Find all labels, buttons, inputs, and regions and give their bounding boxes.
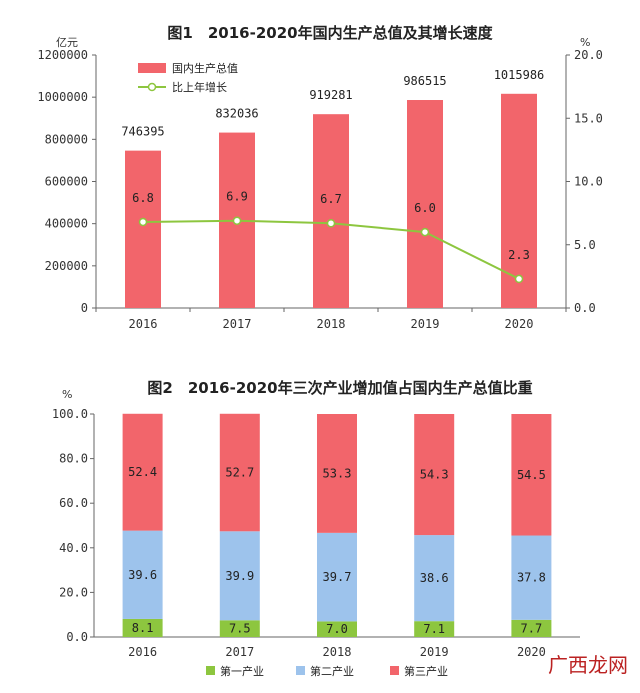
chart1-growth-label: 6.7 <box>320 192 342 206</box>
chart1-x-tick-label: 2018 <box>317 317 346 331</box>
chart1-x-tick-label: 2016 <box>129 317 158 331</box>
chart1-growth-label: 6.8 <box>132 191 154 205</box>
chart2-y-tick-label: 60.0 <box>59 496 88 510</box>
chart1-gdp-bar <box>125 150 161 308</box>
chart1-gdp-bar <box>407 100 443 308</box>
chart2-stack-segment <box>317 621 357 637</box>
chart2-legend-label: 第三产业 <box>404 664 448 678</box>
chart1-growth-point <box>514 274 524 284</box>
chart2-stack-segment <box>122 618 163 637</box>
chart2-segment-label: 37.8 <box>517 571 546 585</box>
chart2-stack-segment <box>317 414 357 533</box>
chart1-right-tick-label: 20.0 <box>574 48 603 62</box>
chart2-stack-segment <box>317 532 357 622</box>
chart2-segment-label: 7.5 <box>229 622 251 636</box>
chart1-left-tick-label: 0 <box>81 301 88 315</box>
chart2-segment-label: 38.6 <box>420 571 449 585</box>
chart2-segment-label: 39.7 <box>323 570 352 584</box>
chart2-stack-segment <box>122 413 163 531</box>
chart1-legend-line-marker <box>147 82 157 92</box>
chart2-stack-segment <box>511 619 552 637</box>
chart1-title: 图1 2016-2020年国内生产总值及其增长速度 <box>167 24 493 42</box>
chart1-growth-label: 2.3 <box>508 248 530 262</box>
chart1-left-tick-label: 1000000 <box>37 90 88 104</box>
chart2-legend-label: 第一产业 <box>220 664 264 678</box>
chart1-right-tick-label: 5.0 <box>574 238 596 252</box>
chart2-y-tick-label: 40.0 <box>59 541 88 555</box>
chart2-stack-segment <box>219 413 260 532</box>
chart1-gdp-bar <box>313 114 349 308</box>
chart1-gdp-bar-label: 746395 <box>121 125 164 139</box>
chart1-x-tick-label: 2020 <box>505 317 534 331</box>
chart1-left-tick-label: 800000 <box>45 132 88 146</box>
chart1-left-tick-label: 200000 <box>45 259 88 273</box>
chart1-right-tick-label: 0.0 <box>574 301 596 315</box>
chart2-y-tick-label: 80.0 <box>59 452 88 466</box>
chart2-stack-segment <box>511 414 552 536</box>
chart2-x-tick-label: 2020 <box>517 645 546 659</box>
chart1-growth-label: 6.0 <box>414 201 436 215</box>
chart1-growth-point <box>326 218 336 228</box>
chart1-legend-bar-swatch <box>138 63 166 73</box>
chart1-gdp-bar-label: 919281 <box>309 88 352 102</box>
chart2-segment-label: 39.9 <box>225 569 254 583</box>
chart2-segment-label: 54.5 <box>517 468 546 482</box>
chart2-segment-label: 52.7 <box>225 466 254 480</box>
chart1-right-unit: % <box>580 36 590 49</box>
chart2-stack-segment <box>511 535 552 620</box>
chart1-gdp-bar-label: 986515 <box>403 74 446 88</box>
chart1-x-tick-label: 2019 <box>411 317 440 331</box>
chart1-right-tick-label: 10.0 <box>574 175 603 189</box>
chart1-left-tick-label: 400000 <box>45 217 88 231</box>
chart1-left-tick-label: 600000 <box>45 175 88 189</box>
chart2-stack-segment <box>219 620 260 637</box>
chart2-y-tick-label: 100.0 <box>52 407 88 421</box>
chart2-legend-swatch <box>390 666 399 675</box>
chart2-segment-label: 54.3 <box>420 468 449 482</box>
watermark-text: 广西龙网 <box>548 653 628 677</box>
chart2-stack-segment <box>414 535 455 622</box>
chart1-legend-line-label: 比上年增长 <box>172 80 227 94</box>
chart1-legend-bar-label: 国内生产总值 <box>172 61 238 75</box>
chart1-growth-point <box>232 216 242 225</box>
chart2-segment-label: 8.1 <box>132 621 154 635</box>
chart2-stack-segment <box>414 414 455 536</box>
chart2-segment-label: 7.1 <box>423 622 445 636</box>
chart2-legend-label: 第二产业 <box>310 664 354 678</box>
chart1-growth-point <box>420 227 430 237</box>
chart1-gdp-bar-label: 832036 <box>215 107 258 121</box>
chart2-stack-segment <box>414 621 455 637</box>
chart2-segment-label: 53.3 <box>323 466 352 480</box>
chart1-x-tick-label: 2017 <box>223 317 252 331</box>
chart2-segment-label: 52.4 <box>128 465 157 479</box>
chart2-y-unit: % <box>62 388 72 401</box>
chart1-growth-label: 6.9 <box>226 190 248 204</box>
chart2-segment-label: 39.6 <box>128 568 157 582</box>
chart2-segment-label: 7.7 <box>521 621 543 635</box>
chart2-x-tick-label: 2017 <box>225 645 254 659</box>
chart1-gdp-bar-label: 1015986 <box>494 68 545 82</box>
chart2-stack-segment <box>219 531 260 621</box>
chart1-growth-point <box>138 217 148 227</box>
chart2-x-tick-label: 2018 <box>323 645 352 659</box>
chart2-stack-segment <box>122 530 163 619</box>
chart2-y-tick-label: 0.0 <box>66 630 88 644</box>
chart2-title: 图2 2016-2020年三次产业增加值占国内生产总值比重 <box>147 379 532 397</box>
chart1-left-unit: 亿元 <box>56 36 78 49</box>
chart1-left-tick-label: 1200000 <box>37 48 88 62</box>
chart2-segment-label: 7.0 <box>326 622 348 636</box>
chart2-x-tick-label: 2019 <box>420 645 449 659</box>
chart1-right-tick-label: 15.0 <box>574 111 603 125</box>
chart2-legend-swatch <box>206 666 215 675</box>
chart2-legend-swatch <box>296 666 305 675</box>
chart2-y-tick-label: 20.0 <box>59 585 88 599</box>
chart2-x-tick-label: 2016 <box>128 645 157 659</box>
